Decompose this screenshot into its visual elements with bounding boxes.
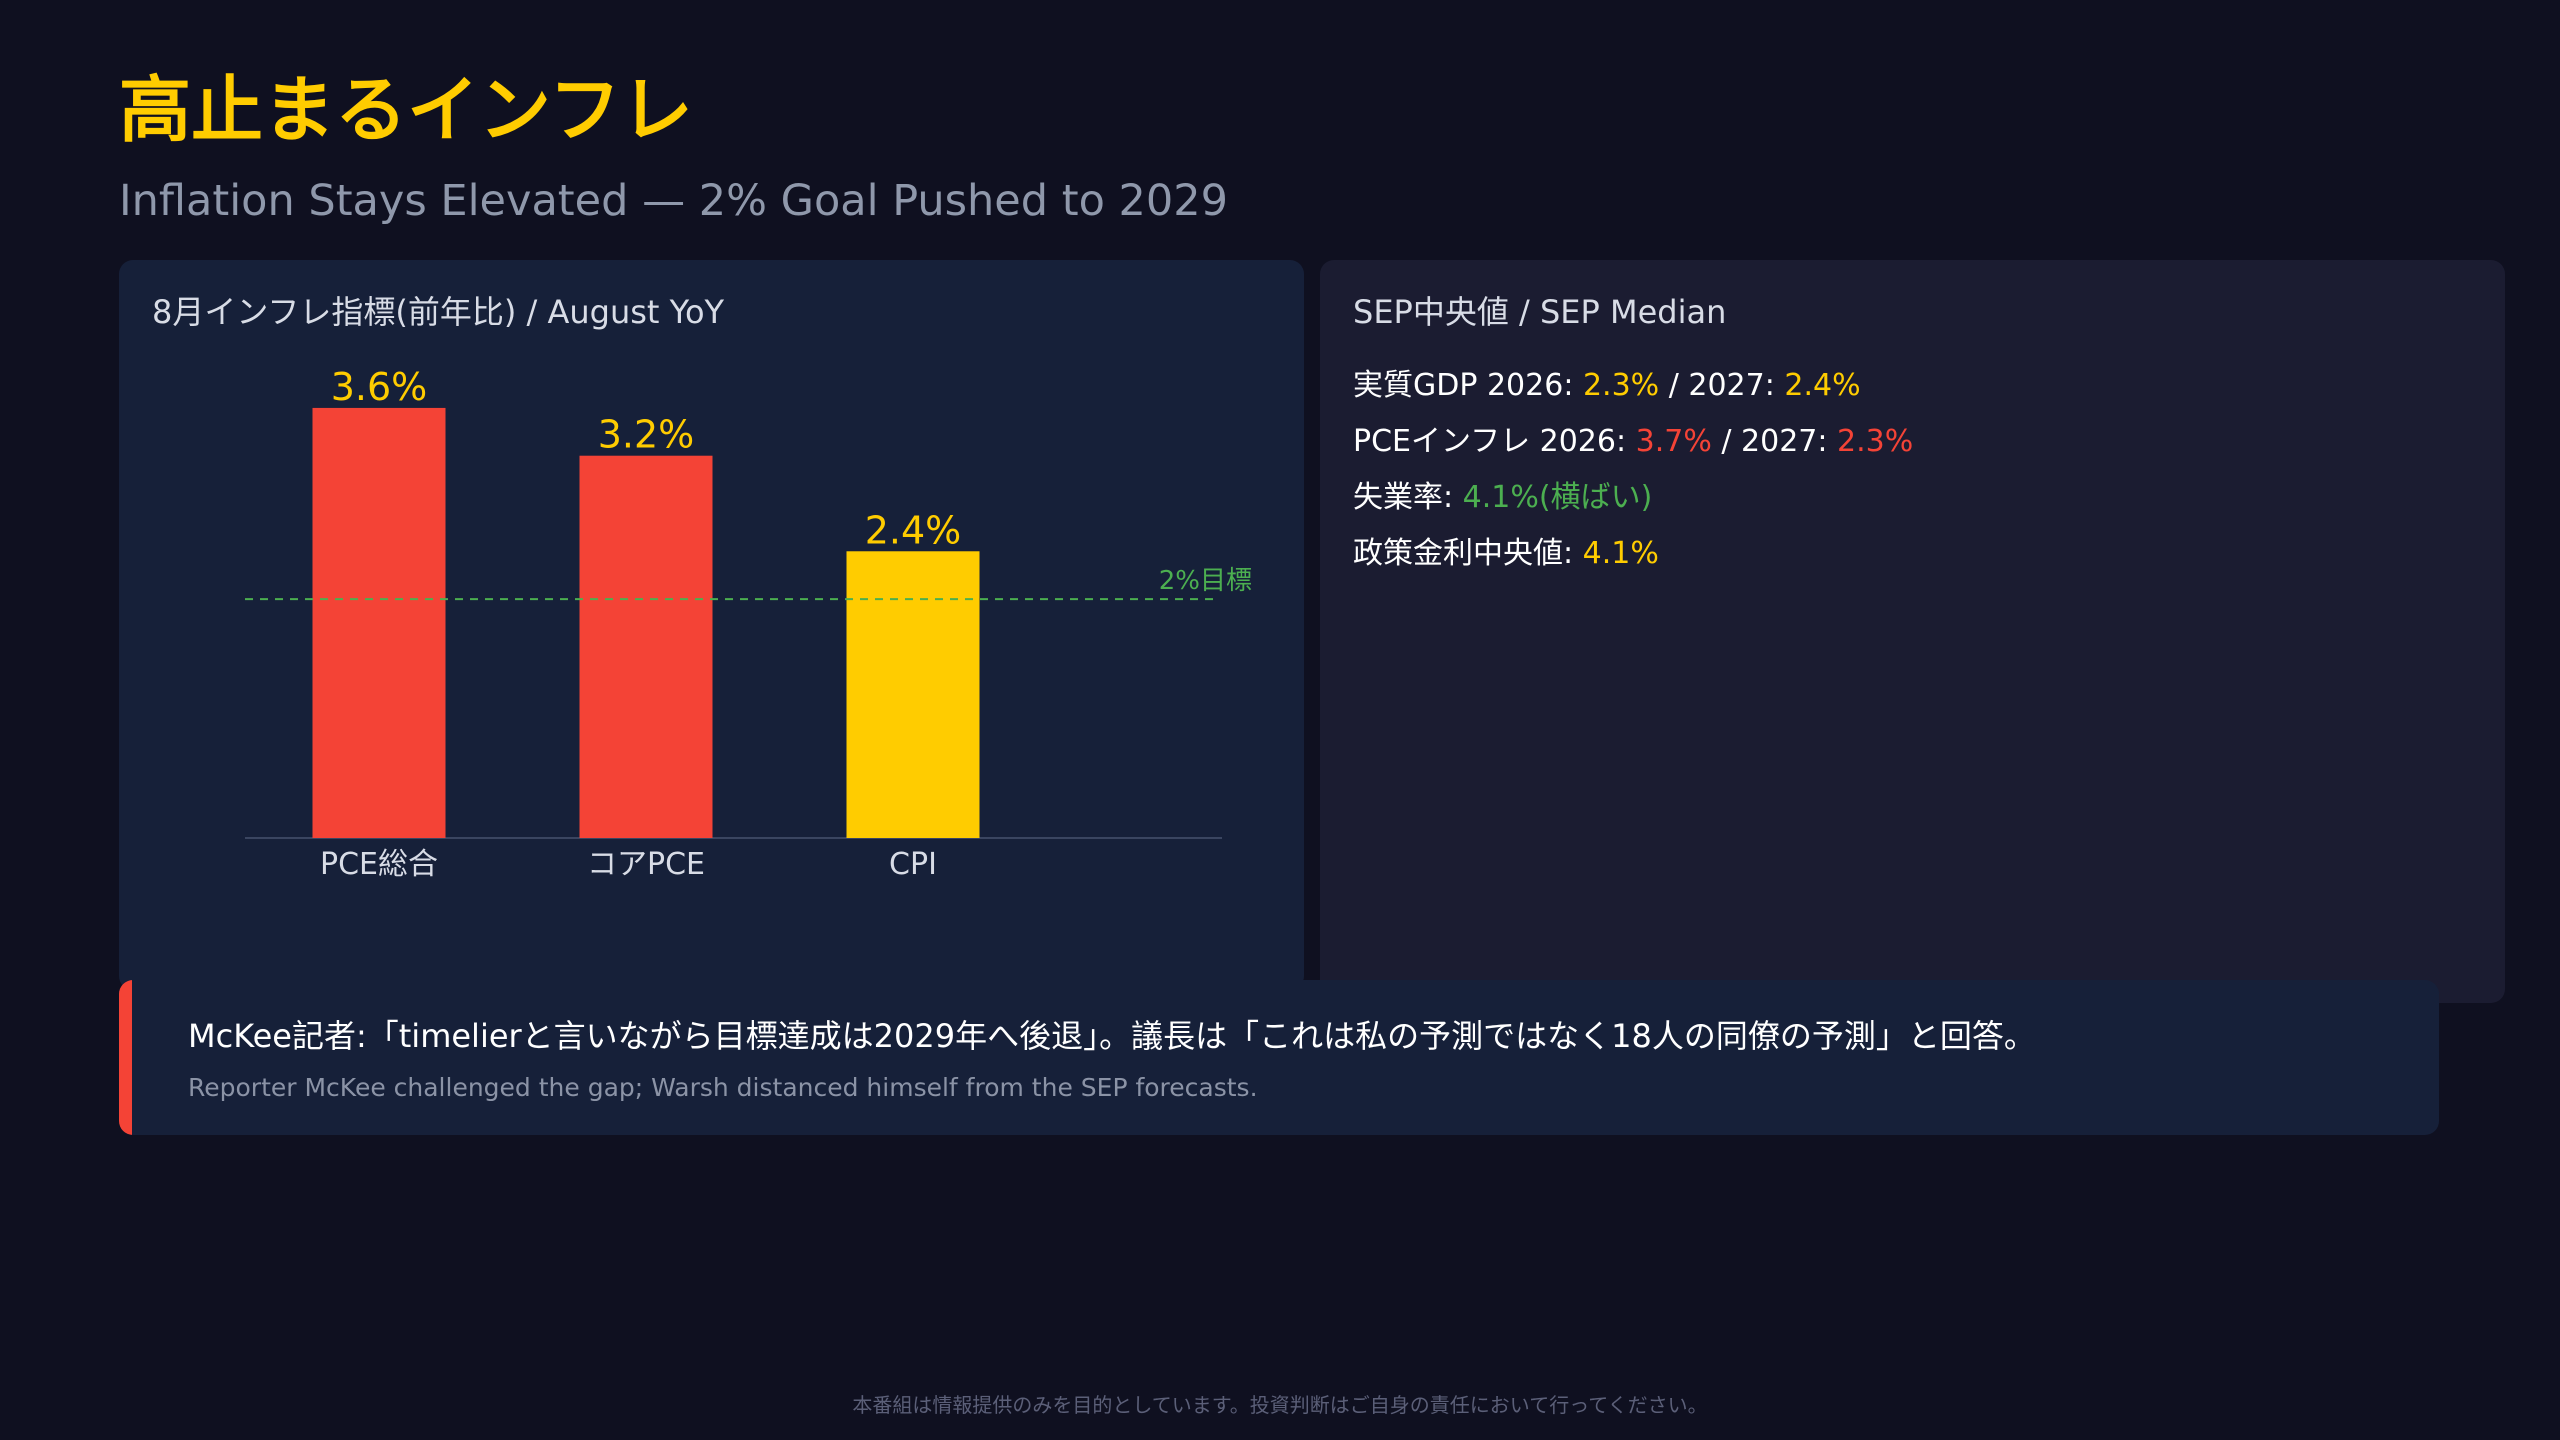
chart-panel-title: 8月インフレ指標(前年比) / August YoY [152,293,725,331]
page-subtitle: Inflation Stays Elevated — 2% Goal Pushe… [119,176,1228,226]
sep-list: 実質GDP 2026: 2.3% / 2027: 2.4% PCEインフレ 20… [1353,358,1913,582]
x-tick-label-1: PCE総合 [320,847,438,882]
sep-row-pce: PCEインフレ 2026: 3.7% / 2027: 2.3% [1353,414,1913,470]
bar-1 [312,407,446,838]
x-tick-label-3: CPI [889,847,937,882]
sep-gdp-2027-value: 2.4% [1784,368,1861,403]
quote-callout: McKee記者:「timelierと言いながら目標達成は2029年へ後退」。議長… [119,980,2439,1135]
sep-gdp-2026-value: 2.3% [1582,368,1660,403]
bar-value-label-3: 2.4% [865,508,962,552]
sep-unemployment-label: 失業率: [1353,480,1463,515]
quote-main-text: McKee記者:「timelierと言いながら目標達成は2029年へ後退」。議長… [188,1017,2036,1055]
sep-policy-rate-label: 政策金利中央値: [1353,536,1583,571]
sep-gdp-separator: / 2027: [1659,368,1785,403]
sep-row-gdp: 実質GDP 2026: 2.3% / 2027: 2.4% [1353,358,1913,414]
quote-sub-text: Reporter McKee challenged the gap; Warsh… [188,1073,1258,1102]
inflation-bar-chart: 3.6% PCE総合 3.2% コアPCE 2.4% CPI 2%目標 [245,365,1252,882]
sep-row-policy-rate: 政策金利中央値: 4.1% [1353,526,1913,582]
target-line-label: 2%目標 [1159,566,1252,596]
bar-2 [579,455,713,838]
disclaimer: 本番組は情報提供のみを目的としています。投資判断はご自身の責任において行ってくだ… [852,1393,1708,1417]
quote-accent-bar [119,980,132,1135]
page-title: 高止まるインフレ [119,68,693,152]
bar-value-label-1: 3.6% [331,365,428,409]
sep-gdp-label: 実質GDP 2026: [1353,368,1583,403]
sep-pce-separator: / 2027: [1711,424,1838,459]
x-tick-label-2: コアPCE [587,847,705,882]
sep-pce-label: PCEインフレ 2026: [1353,424,1636,459]
sep-row-unemployment: 失業率: 4.1%(横ばい) [1353,470,1913,526]
bar-value-label-2: 3.2% [598,413,695,457]
sep-panel-title: SEP中央値 / SEP Median [1353,293,1727,331]
sep-policy-rate-value: 4.1% [1582,536,1659,571]
chart-panel: 3.6% PCE総合 3.2% コアPCE 2.4% CPI 2%目標 8月インフレ指標(前… [119,260,1304,990]
sep-unemployment-value: 4.1%(横ばい) [1462,480,1653,515]
bar-3 [846,551,980,838]
sep-panel: SEP中央値 / SEP Median 実質GDP 2026: 2.3% / 2… [1320,260,2505,1003]
sep-pce-2027-value: 2.3% [1837,424,1914,459]
sep-pce-2026-value: 3.7% [1635,424,1712,459]
